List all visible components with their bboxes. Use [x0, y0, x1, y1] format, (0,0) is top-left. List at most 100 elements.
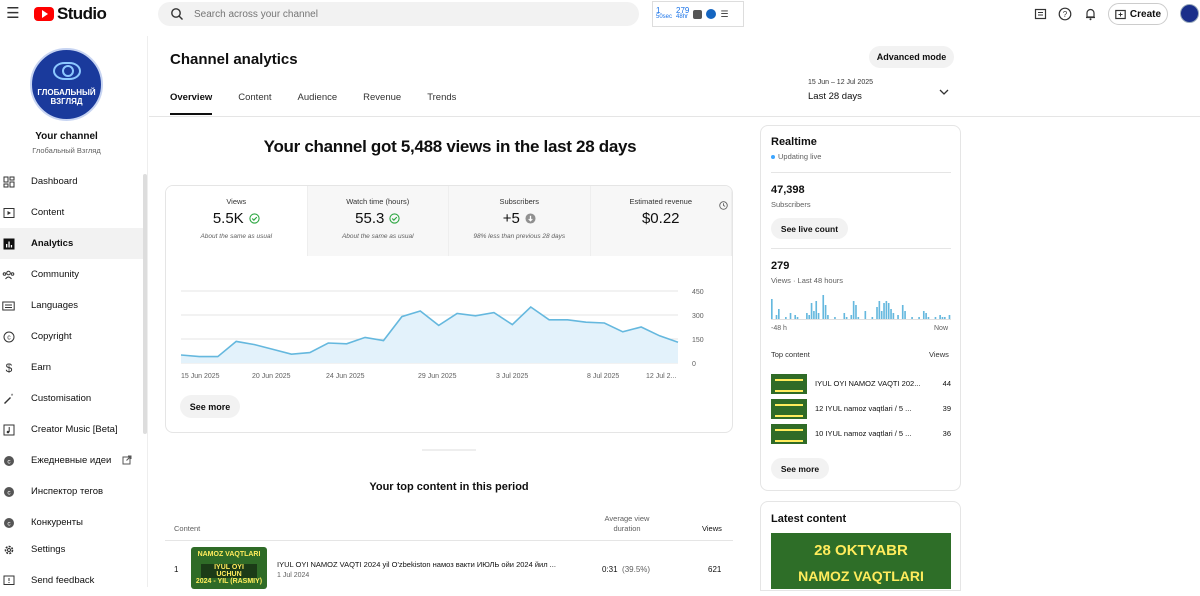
- advanced-mode-button[interactable]: Advanced mode: [869, 46, 954, 68]
- see-more-button[interactable]: See more: [180, 395, 240, 418]
- realtime-bar-chart[interactable]: [771, 294, 951, 320]
- check-circle-icon: [389, 213, 400, 224]
- divider: [771, 172, 951, 173]
- metric-value: 5.5K: [166, 210, 307, 227]
- sidebar-item-label: Earn: [31, 362, 51, 373]
- create-button[interactable]: Create: [1108, 3, 1168, 25]
- extension-menu-icon[interactable]: ☰: [720, 9, 728, 20]
- video-title[interactable]: IYUL OYI NAMOZ VAQTI 2024 yil O'zbekisto…: [277, 560, 587, 569]
- metric-note: 98% less than previous 28 days: [449, 233, 590, 240]
- header-divider: [149, 116, 1200, 117]
- realtime-bar: [813, 311, 815, 319]
- content-column-header[interactable]: Content: [174, 524, 200, 533]
- item-title: 10 IYUL namoz vaqtlari / 5 ...: [815, 429, 911, 438]
- sidebar-item-earn[interactable]: $ Earn: [0, 352, 146, 383]
- sidebar-item-creator-music-beta[interactable]: Creator Music [Beta]: [0, 414, 146, 445]
- date-range[interactable]: 15 Jun – 12 Jul 2025: [808, 79, 873, 86]
- menu-icon[interactable]: ☰: [4, 5, 22, 23]
- search-input[interactable]: [194, 9, 614, 20]
- realtime-top-item[interactable]: IYUL OYI NAMOZ VAQTI 202... 44: [771, 374, 951, 394]
- svg-text:?: ?: [1063, 10, 1068, 19]
- realtime-see-more-button[interactable]: See more: [771, 458, 829, 479]
- create-label: Create: [1130, 9, 1161, 20]
- table-header: Content Average view duration Views: [165, 513, 733, 541]
- sidebar-item-label: Creator Music [Beta]: [31, 424, 118, 435]
- date-period-label[interactable]: Last 28 days: [808, 91, 862, 102]
- extension-logo-icon: [706, 9, 716, 19]
- avd-column-header[interactable]: Average view duration: [597, 514, 657, 534]
- sidebar-item-analytics[interactable]: Analytics: [0, 228, 146, 259]
- sidebar-item-label: Инспектор тегов: [31, 486, 103, 497]
- realtime-bar: [881, 311, 883, 319]
- thumbnail-text-line2: IYUL OYI UCHUN: [201, 564, 257, 578]
- realtime-bar: [790, 313, 792, 319]
- realtime-top-item[interactable]: 10 IYUL namoz vaqtlari / 5 ... 36: [771, 424, 951, 444]
- metric-label: Views: [166, 197, 307, 206]
- views-column-header[interactable]: Views: [702, 524, 722, 533]
- tab-content[interactable]: Content: [238, 92, 271, 115]
- thumbnail-text-line3: 2024 - YIL (RASMIY): [191, 578, 267, 585]
- realtime-bar: [935, 317, 937, 319]
- account-avatar[interactable]: [1180, 4, 1199, 23]
- sidebar-item-languages[interactable]: Languages: [0, 290, 146, 321]
- item-title: IYUL OYI NAMOZ VAQTI 202...: [815, 379, 920, 388]
- sidebar-item-settings[interactable]: Settings: [0, 534, 146, 565]
- realtime-top-item[interactable]: 12 IYUL namoz vaqtlari / 5 ... 39: [771, 399, 951, 419]
- metric-estimated[interactable]: Estimated revenue$0.22: [591, 186, 733, 256]
- x-tick-label: 3 Jul 2025: [496, 373, 528, 380]
- notifications-bell-icon[interactable]: [1082, 6, 1098, 22]
- subtitles-icon: [2, 299, 15, 312]
- channel-name: Глобальный Взгляд: [0, 146, 133, 155]
- chevron-down-icon[interactable]: [938, 86, 950, 98]
- video-thumbnail: [771, 374, 807, 394]
- search-bar[interactable]: [158, 2, 639, 26]
- tab-audience[interactable]: Audience: [298, 92, 338, 115]
- tab-trends[interactable]: Trends: [427, 92, 456, 115]
- sidebar-scrollbar[interactable]: [143, 174, 147, 434]
- y-tick-label: 150: [692, 337, 704, 344]
- tab-revenue[interactable]: Revenue: [363, 92, 401, 115]
- video-thumbnail[interactable]: NAMOZ VAQTLARI IYUL OYI UCHUN 2024 - YIL…: [191, 547, 267, 589]
- realtime-card: Realtime Updating live 47,398 Subscriber…: [760, 125, 961, 491]
- realtime-bar: [902, 305, 904, 319]
- youtube-logo-icon: [34, 7, 54, 21]
- video-date: 1 Jul 2024: [277, 572, 309, 579]
- sidebar-item-dashboard[interactable]: Dashboard: [0, 166, 146, 197]
- sidebar-item-content[interactable]: Content: [0, 197, 146, 228]
- latest-content-card: Latest content 28 OKTYABR NAMOZ VAQTLARI: [760, 501, 961, 591]
- check-circle-icon: [249, 213, 260, 224]
- sidebar-item-label: Конкуренты: [31, 517, 83, 528]
- avatar-text: ГЛОБАЛЬНЫЙ ВЗГЛЯД: [32, 88, 101, 106]
- sidebar-item-community[interactable]: Community: [0, 259, 146, 290]
- your-channel-label: Your channel: [0, 131, 133, 142]
- average-view-duration: 0:31 (39.5%): [602, 565, 650, 574]
- clock-icon[interactable]: [719, 197, 728, 215]
- realtime-bar: [857, 317, 859, 319]
- y-tick-label: 0: [692, 361, 696, 368]
- channel-avatar[interactable]: ГЛОБАЛЬНЫЙ ВЗГЛЯД: [30, 48, 103, 121]
- carousel-indicator: [422, 449, 476, 451]
- dollar-icon: $: [2, 361, 15, 374]
- sidebar-item-customisation[interactable]: *Customisation: [0, 383, 146, 414]
- latest-video-thumbnail[interactable]: 28 OKTYABR NAMOZ VAQTLARI: [771, 533, 951, 589]
- tab-overview[interactable]: Overview: [170, 92, 212, 115]
- arrow-down-circle-icon: [525, 213, 536, 224]
- studio-logo[interactable]: Studio: [34, 4, 106, 24]
- subscriber-count: 47,398: [771, 184, 805, 196]
- realtime-bar: [865, 311, 867, 319]
- feedback-icon[interactable]: [1032, 6, 1048, 22]
- see-live-count-button[interactable]: See live count: [771, 218, 848, 239]
- sidebar-item-send-feedback[interactable]: Send feedback: [0, 565, 146, 596]
- table-row[interactable]: 1 NAMOZ VAQTLARI IYUL OYI UCHUN 2024 - Y…: [165, 545, 733, 587]
- help-icon[interactable]: ?: [1057, 6, 1073, 22]
